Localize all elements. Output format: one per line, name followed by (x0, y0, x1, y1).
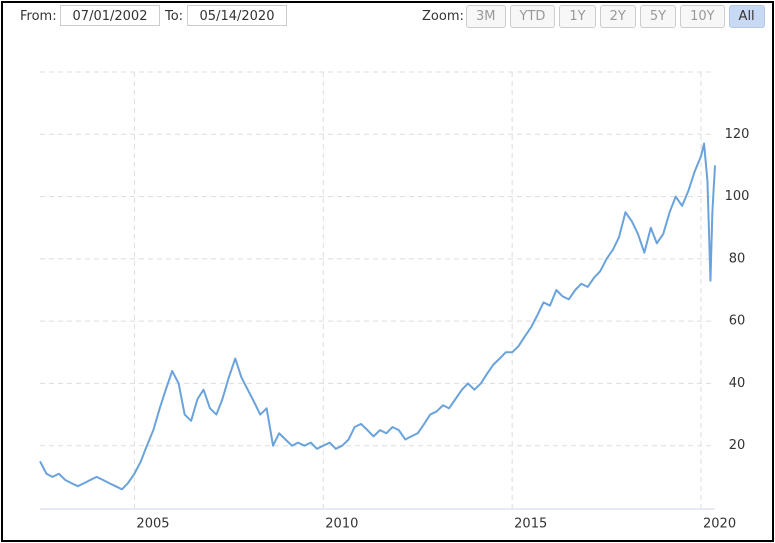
zoom-label: Zoom: (422, 9, 464, 24)
zoom-button[interactable]: 2Y (599, 5, 636, 28)
zoom-button[interactable]: YTD (509, 5, 556, 28)
x-tick-label: 2010 (325, 517, 358, 532)
y-tick-label: 40 (729, 376, 746, 391)
zoom-button[interactable]: 10Y (680, 5, 725, 28)
from-input[interactable]: 07/01/2002 (60, 5, 160, 26)
y-tick-label: 60 (729, 314, 746, 329)
to-input[interactable]: 05/14/2020 (187, 5, 287, 26)
y-tick-label: 120 (725, 127, 750, 142)
zoom-button[interactable]: 3M (466, 5, 506, 28)
to-label: To: (165, 9, 184, 24)
zoom-button[interactable]: 1Y (559, 5, 596, 28)
zoom-button[interactable]: All (728, 5, 765, 28)
x-tick-label: 2015 (514, 517, 547, 532)
y-tick-label: 80 (729, 251, 746, 266)
zoom-button[interactable]: 5Y (639, 5, 677, 28)
from-label: From: (20, 9, 57, 24)
x-tick-label: 2020 (703, 517, 736, 532)
x-tick-label: 2005 (136, 517, 169, 532)
zoom-buttons: 3M YTD 1Y 2Y 5Y 10Y All (466, 5, 765, 28)
price-line (39, 142, 716, 491)
y-tick-label: 100 (725, 189, 750, 204)
y-tick-label: 20 (729, 438, 746, 453)
